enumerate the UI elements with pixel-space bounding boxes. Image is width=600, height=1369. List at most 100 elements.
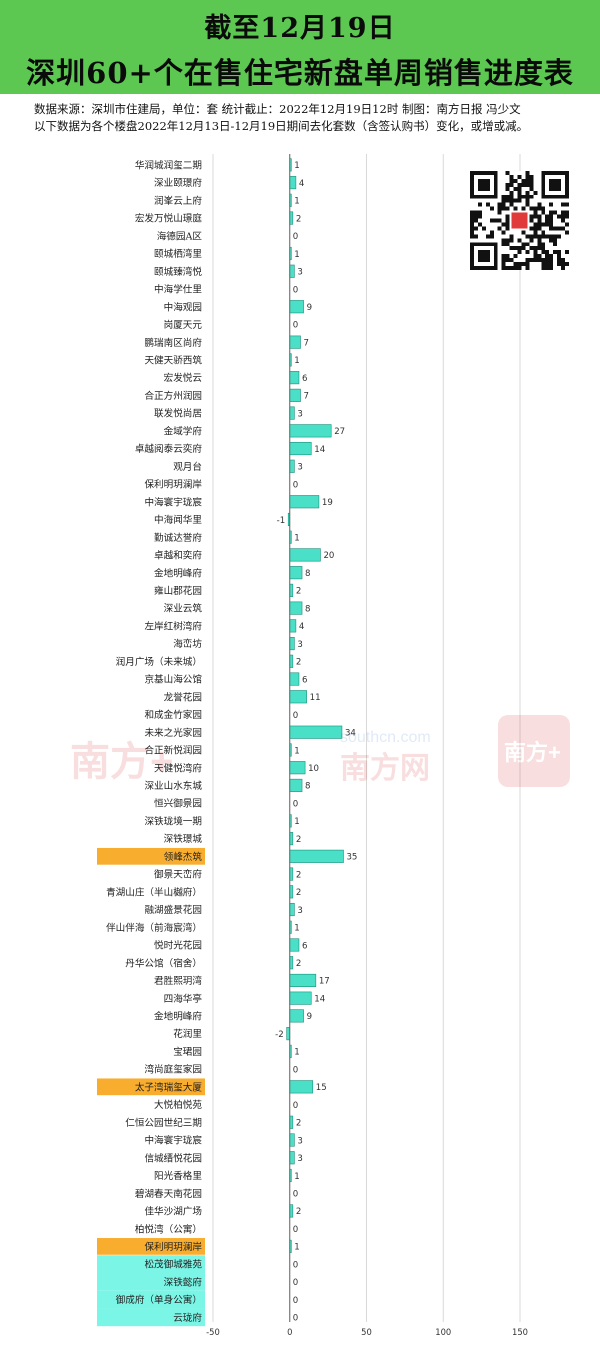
data-label: 3 (297, 1136, 302, 1146)
tick-label: 100 (435, 1327, 451, 1337)
data-label: 2 (296, 658, 301, 668)
category-label: 中海观园 (164, 301, 202, 313)
data-label: 8 (305, 782, 310, 792)
highlight-band (97, 847, 205, 865)
data-label: 2 (296, 1207, 301, 1217)
data-label: 2 (296, 888, 301, 898)
category-label: 云珑府 (173, 1312, 202, 1324)
category-label: 颐城臻湾悦 (154, 266, 202, 278)
bar (289, 495, 320, 509)
data-label: 6 (302, 941, 307, 951)
data-label: 3 (297, 640, 302, 650)
category-label: 丹华公馆（宿舍） (125, 957, 202, 969)
category-label: 海峦坊 (173, 638, 202, 650)
data-label: 20 (323, 551, 334, 561)
data-label: 14 (314, 994, 325, 1004)
category-label: 龙誉花园 (164, 691, 202, 703)
data-label: 2 (296, 959, 301, 969)
data-label: 0 (293, 285, 298, 295)
data-label: 0 (293, 799, 298, 809)
data-label: 2 (296, 587, 301, 597)
data-label: 0 (293, 321, 298, 331)
data-label: -2 (275, 1030, 284, 1040)
data-label: 2 (296, 1119, 301, 1129)
data-label: 1 (294, 533, 299, 543)
category-label: 深业云筑 (164, 603, 203, 615)
data-label: 11 (310, 693, 321, 703)
data-label: 0 (293, 480, 298, 490)
bar (289, 424, 332, 438)
data-label: 0 (293, 1296, 298, 1306)
bar (289, 441, 312, 456)
data-label: 6 (302, 374, 307, 384)
data-label: 15 (316, 1083, 327, 1093)
category-label: 深铁璟城 (164, 833, 203, 845)
bar (289, 566, 303, 580)
category-label: 深铁珑境一期 (144, 815, 202, 827)
category-label: 华润城润玺二期 (135, 159, 202, 171)
bar (289, 672, 300, 686)
data-label: 2 (296, 835, 301, 845)
data-label: 14 (314, 445, 325, 455)
category-label: 合正新悦润园 (144, 745, 202, 757)
category-label: 深铁懿府 (164, 1276, 203, 1288)
data-label: -1 (277, 516, 286, 526)
bar (289, 1080, 314, 1094)
category-label: 金域学府 (164, 425, 203, 437)
bar (289, 371, 300, 385)
highlight-band (97, 1272, 205, 1291)
category-label: 融湖盛景花园 (144, 904, 202, 916)
data-label: 10 (308, 764, 319, 774)
category-label: 君胜熙玥湾 (154, 975, 202, 987)
data-label: 0 (293, 232, 298, 242)
data-label: 3 (297, 906, 302, 916)
category-label: 松茂御城雅苑 (144, 1259, 202, 1271)
bar (289, 406, 295, 420)
bar (289, 601, 303, 615)
category-label: 保利明玥澜岸 (144, 479, 202, 491)
title-date: 截至12月19日 (204, 13, 396, 44)
category-label: 左岸红树湾府 (144, 620, 202, 632)
data-label: 3 (297, 409, 302, 419)
highlight-band (97, 1078, 205, 1096)
data-label: 1 (294, 746, 299, 756)
category-label: 金地明峰府 (154, 567, 202, 579)
data-label: 1 (294, 1172, 299, 1182)
category-label: 湾尚庭玺家园 (144, 1064, 202, 1076)
data-label: 9 (307, 1012, 312, 1022)
bar (289, 849, 344, 863)
data-label: 0 (293, 711, 298, 721)
data-label: 4 (299, 179, 304, 189)
bar (289, 637, 295, 651)
bar (289, 1151, 295, 1165)
category-label: 天健悦湾府 (154, 762, 202, 774)
data-label: 27 (334, 427, 345, 437)
tick-label: 0 (287, 1327, 292, 1337)
data-label: 7 (303, 392, 308, 402)
category-label: 领峰杰筑 (164, 851, 203, 863)
qr-code-icon (468, 171, 571, 270)
category-label: 中海寰宇珑宸 (144, 1135, 202, 1147)
data-label: 1 (294, 250, 299, 260)
data-label: 0 (293, 1101, 298, 1111)
category-label: 天健天骄西筑 (144, 354, 202, 366)
category-label: 中海寰宇珑宸 (144, 496, 202, 508)
tick-label: 50 (361, 1327, 372, 1337)
data-label: 6 (302, 675, 307, 685)
bar (289, 778, 303, 792)
category-label: 卓越和奕府 (154, 550, 202, 562)
data-label: 0 (293, 1278, 298, 1288)
category-label: 中海闻华里 (154, 514, 202, 526)
category-label: 海德园A区 (157, 230, 203, 242)
category-label: 柏悦湾（公寓） (135, 1223, 202, 1235)
category-label: 未来之光家园 (144, 727, 202, 739)
data-label: 35 (346, 853, 357, 863)
category-label: 合正方州润园 (144, 390, 202, 402)
category-label: 中海学仕里 (154, 284, 202, 296)
data-label: 8 (305, 604, 310, 614)
category-label: 鹏瑞南区尚府 (144, 337, 202, 349)
category-label: 太子湾瑞玺大厦 (135, 1081, 203, 1093)
category-label: 悦时光花园 (154, 940, 202, 952)
data-label: 0 (293, 1260, 298, 1270)
category-label: 和成金竹家园 (144, 709, 202, 721)
